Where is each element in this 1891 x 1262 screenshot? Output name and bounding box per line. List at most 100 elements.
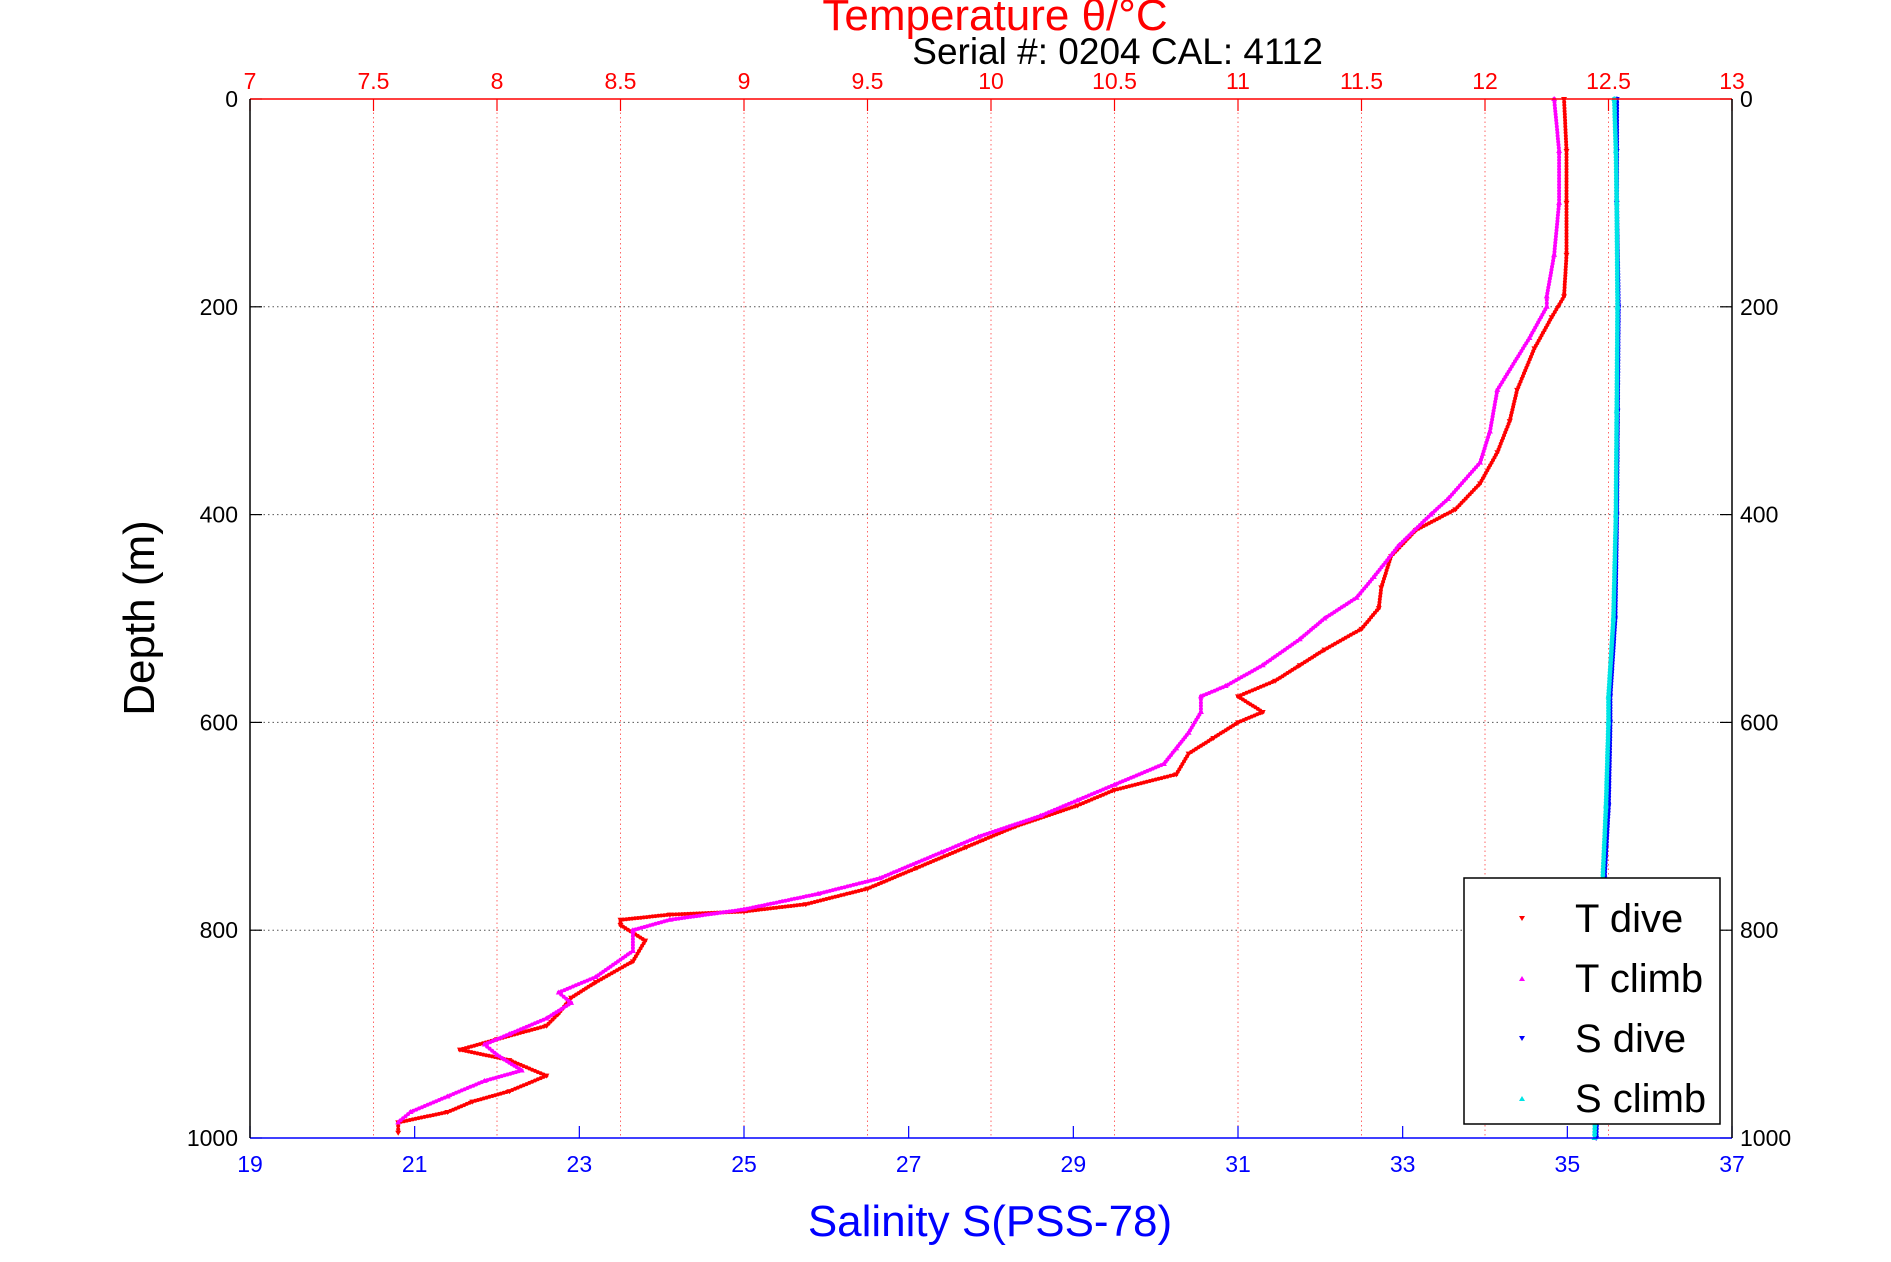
- data-marker: [1556, 147, 1563, 153]
- data-marker: [494, 1051, 500, 1057]
- data-point: [1549, 267, 1554, 272]
- data-point: [1556, 145, 1561, 150]
- data-point: [818, 898, 823, 903]
- data-point: [1198, 700, 1203, 705]
- data-point: [1562, 279, 1567, 284]
- salinity-tick-label: 33: [1390, 1151, 1416, 1177]
- tick-labels: 7 7.5 8 8.5 9 9.5 10 10.5 11 11.5 12 12.5 13 19 21 23 25…: [187, 68, 1791, 1177]
- data-marker: [1185, 751, 1192, 757]
- data-marker: [1494, 450, 1501, 456]
- data-point: [1547, 276, 1552, 281]
- data-point: [1563, 267, 1568, 272]
- data-point: [795, 896, 800, 901]
- data-point: [1548, 273, 1553, 278]
- data-point: [827, 896, 832, 901]
- data-point: [700, 913, 705, 918]
- data-point: [630, 940, 635, 945]
- data-marker: [1321, 647, 1328, 653]
- depth-tick-label-right: 200: [1740, 294, 1778, 320]
- data-point: [1557, 197, 1562, 202]
- data-marker: [568, 995, 575, 1001]
- data-marker: [1563, 148, 1570, 154]
- data-point: [1554, 118, 1559, 123]
- data-point: [1564, 170, 1569, 175]
- data-point: [1553, 106, 1557, 111]
- data-point: [762, 907, 767, 912]
- data-point: [780, 905, 785, 909]
- series-t-climb: [395, 96, 1563, 1125]
- data-point: [1563, 127, 1568, 132]
- data-point: [1492, 405, 1497, 410]
- data-point: [1562, 106, 1567, 111]
- data-point: [1564, 164, 1569, 169]
- data-point: [1546, 285, 1551, 290]
- data-marker: [1296, 636, 1303, 642]
- data-point: [753, 908, 758, 913]
- data-point: [1198, 703, 1203, 708]
- data-point: [1556, 139, 1561, 144]
- salinity-tick-label: 25: [731, 1151, 757, 1177]
- data-point: [1544, 297, 1549, 302]
- data-point: [1564, 231, 1569, 236]
- data-point: [1564, 179, 1569, 184]
- legend-label: S dive: [1575, 1017, 1686, 1061]
- data-point: [1562, 115, 1567, 120]
- chart-subtitle: Serial #: 0204 CAL: 4112: [912, 31, 1323, 72]
- data-point: [1555, 219, 1560, 224]
- data-point: [1564, 243, 1569, 248]
- data-point: [1563, 264, 1568, 269]
- data-point: [847, 891, 852, 896]
- data-point: [1564, 176, 1569, 181]
- data-point: [682, 912, 687, 916]
- data-marker: [666, 916, 673, 922]
- data-marker: [1551, 251, 1558, 257]
- data-marker: [506, 1058, 513, 1064]
- data-point: [1491, 408, 1496, 413]
- temperature-tick-label: 11.5: [1340, 68, 1383, 94]
- data-point: [1552, 249, 1557, 254]
- data-marker: [1605, 693, 1612, 699]
- data-marker: [1477, 459, 1484, 465]
- data-point: [633, 916, 637, 921]
- data-point: [1554, 225, 1559, 230]
- data-point: [750, 905, 755, 910]
- data-point: [765, 902, 770, 907]
- data-point: [1564, 249, 1569, 254]
- data-marker: [1296, 663, 1303, 669]
- data-point: [718, 910, 723, 915]
- data-marker: [1222, 683, 1229, 689]
- data-point: [1562, 112, 1567, 117]
- data-point: [1562, 109, 1567, 114]
- data-point: [733, 908, 738, 913]
- salinity-tick-label: 35: [1555, 1151, 1581, 1177]
- axes: [249, 98, 1733, 1139]
- data-marker: [1235, 720, 1241, 726]
- data-point: [1564, 167, 1569, 172]
- data-point: [1554, 121, 1559, 126]
- data-marker: [876, 875, 883, 881]
- data-marker: [1452, 507, 1459, 513]
- data-point: [656, 913, 661, 918]
- data-point: [1564, 216, 1569, 221]
- data-point: [1124, 785, 1129, 789]
- data-point: [638, 915, 643, 920]
- data-point: [1557, 152, 1562, 156]
- data-point: [1493, 399, 1498, 404]
- data-point: [1557, 194, 1562, 199]
- data-point: [627, 916, 632, 921]
- data-marker: [1370, 573, 1377, 579]
- data-point: [1147, 779, 1152, 783]
- data-point: [777, 899, 782, 904]
- data-marker: [1074, 803, 1081, 809]
- data-marker: [815, 890, 822, 896]
- data-marker: [629, 927, 636, 933]
- data-point: [727, 909, 732, 914]
- data-point: [630, 934, 635, 939]
- data-marker: [1561, 294, 1568, 300]
- data-point: [1553, 115, 1558, 120]
- data-point: [1562, 103, 1567, 108]
- data-point: [1564, 197, 1569, 202]
- data-marker: [543, 1073, 550, 1079]
- data-marker: [395, 1119, 402, 1125]
- data-marker: [1235, 694, 1241, 700]
